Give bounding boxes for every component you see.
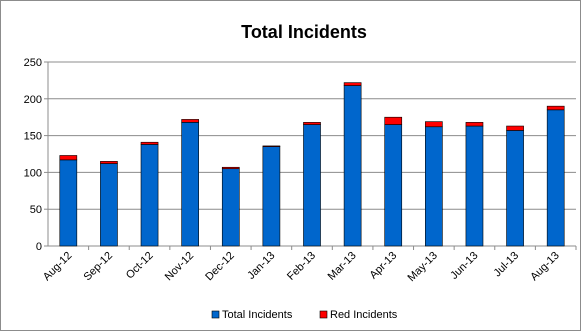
bar-segment-red [506, 125, 524, 131]
legend: Total Incidents Red Incidents [211, 309, 398, 321]
bar-segment-red [100, 161, 118, 164]
legend-label: Total Incidents [222, 309, 293, 321]
x-tick-label: Aug-12 [41, 250, 75, 284]
bar-segment-total [506, 130, 524, 247]
x-tick-label: Aug-13 [528, 250, 562, 284]
bar-segment-total [384, 124, 403, 247]
bar-segment-red [303, 122, 321, 125]
x-tick-label: May-13 [406, 250, 440, 284]
bar-segment-total [140, 144, 159, 247]
bar-segment-red [181, 119, 199, 123]
bar-segment-red [465, 122, 484, 127]
bar-segment-total [262, 146, 281, 247]
x-tick-label: Jul-13 [492, 250, 522, 280]
bars [59, 82, 565, 247]
x-tick-label: Nov-12 [163, 250, 197, 284]
y-tick-label: 100 [24, 167, 42, 179]
bar-segment-total [181, 122, 199, 247]
y-tick-label: 200 [24, 94, 42, 106]
bar-segment-red [262, 145, 281, 147]
legend-label: Red Incidents [330, 309, 398, 321]
bar-segment-total [59, 159, 78, 247]
x-tick-label: Dec-12 [203, 250, 237, 284]
bar-segment-red [343, 82, 362, 86]
bar-segment-total [546, 109, 565, 247]
legend-swatch [319, 310, 328, 319]
x-tick-label: Feb-13 [285, 250, 318, 283]
bar-segment-total [221, 168, 240, 247]
bar-segment-total [465, 125, 484, 247]
y-tick-label: 250 [24, 57, 42, 69]
legend-swatch [211, 310, 220, 319]
x-tick-label: Jun-13 [448, 250, 480, 282]
bar-segment-total [343, 85, 362, 247]
bar-segment-total [425, 126, 443, 247]
y-tick-label: 0 [36, 241, 42, 253]
chart-title: Total Incidents [241, 22, 367, 42]
bar-segment-total [303, 124, 321, 247]
y-tick-label: 150 [24, 131, 42, 143]
y-tick-label: 50 [30, 204, 42, 216]
bar-segment-red [59, 155, 78, 161]
bar-segment-red [546, 105, 565, 111]
bar-segment-total [100, 163, 118, 247]
bar-segment-red [384, 116, 403, 125]
x-tick-label: Jan-13 [245, 250, 277, 282]
x-tick-label: Oct-12 [124, 250, 156, 282]
bar-segment-red [140, 141, 159, 145]
x-tick-label: Mar-13 [326, 250, 359, 283]
x-tick-label: Sep-12 [81, 250, 115, 284]
bar-segment-red [221, 166, 240, 170]
x-tick-label: Apr-13 [368, 250, 400, 282]
bar-segment-red [425, 121, 443, 128]
